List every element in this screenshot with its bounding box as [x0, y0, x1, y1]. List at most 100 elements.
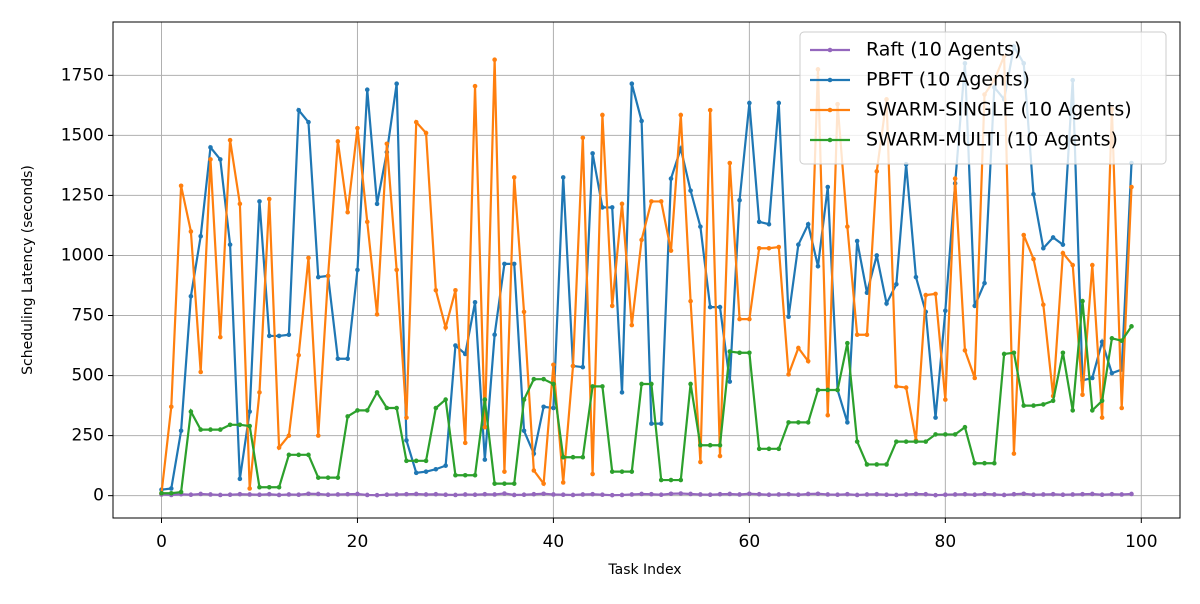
- data-point: [580, 135, 586, 141]
- data-point: [482, 397, 488, 402]
- data-point: [776, 244, 782, 250]
- data-point: [835, 387, 840, 393]
- data-point: [688, 491, 693, 497]
- data-point: [315, 433, 321, 438]
- legend-label: SWARM-SINGLE (10 Agents): [866, 99, 1132, 121]
- data-point: [580, 454, 586, 460]
- data-point: [717, 304, 723, 310]
- data-point: [825, 387, 831, 393]
- y-tick-label: 1500: [61, 125, 104, 145]
- data-point: [1109, 370, 1115, 376]
- data-point: [649, 421, 654, 426]
- data-point: [168, 490, 174, 496]
- data-point: [796, 345, 801, 351]
- data-point: [747, 316, 752, 322]
- data-point: [1031, 256, 1036, 262]
- data-point: [492, 57, 497, 63]
- data-point: [453, 287, 458, 293]
- data-point: [894, 281, 899, 287]
- data-point: [502, 261, 507, 267]
- data-point: [423, 492, 429, 497]
- y-tick-label: 1000: [61, 245, 104, 265]
- data-point: [1109, 491, 1115, 497]
- legend-label: SWARM-MULTI (10 Agents): [866, 129, 1118, 151]
- data-point: [531, 491, 537, 497]
- data-point: [805, 221, 811, 227]
- data-point: [404, 415, 409, 420]
- data-point: [825, 492, 831, 497]
- data-point: [374, 201, 380, 207]
- data-point: [776, 446, 782, 452]
- data-point: [747, 491, 752, 497]
- data-point: [178, 489, 184, 495]
- data-point: [482, 491, 488, 497]
- data-point: [727, 379, 733, 384]
- legend-label: Raft (10 Agents): [866, 39, 1021, 61]
- data-point: [1011, 451, 1017, 456]
- data-point: [943, 397, 948, 402]
- data-point: [168, 486, 174, 491]
- data-point: [521, 397, 527, 402]
- data-point: [1090, 408, 1095, 413]
- data-point: [766, 221, 772, 227]
- data-point: [639, 237, 644, 243]
- data-point: [257, 199, 262, 204]
- data-point: [1021, 491, 1027, 497]
- data-point: [913, 274, 919, 280]
- data-point: [1090, 262, 1095, 268]
- legend-marker: [827, 107, 833, 113]
- data-point: [727, 160, 733, 166]
- data-point: [982, 491, 987, 497]
- data-point: [854, 439, 860, 444]
- data-point: [345, 209, 350, 215]
- data-point: [423, 130, 429, 136]
- legend-label: PBFT (10 Agents): [866, 69, 1030, 91]
- data-point: [698, 492, 703, 497]
- data-point: [266, 333, 272, 339]
- data-point: [737, 492, 742, 497]
- data-point: [1041, 302, 1046, 308]
- data-point: [404, 491, 409, 497]
- plot-frame: [112, 21, 1181, 519]
- data-point: [364, 408, 370, 413]
- data-point: [266, 484, 272, 490]
- data-point: [315, 491, 321, 497]
- data-point: [306, 452, 311, 458]
- data-point: [1011, 491, 1017, 497]
- data-point: [1099, 415, 1105, 420]
- data-point: [590, 151, 595, 156]
- x-tick-label: 0: [156, 532, 167, 552]
- data-point: [756, 491, 762, 497]
- data-point: [845, 491, 850, 497]
- data-point: [374, 390, 380, 395]
- data-point: [786, 491, 791, 497]
- data-point: [560, 454, 566, 460]
- data-point: [178, 183, 184, 189]
- data-point: [580, 364, 586, 370]
- data-point: [962, 491, 968, 497]
- data-point: [698, 442, 703, 448]
- data-point: [492, 481, 497, 486]
- data-point: [413, 491, 419, 497]
- data-point: [952, 432, 958, 437]
- data-point: [472, 300, 478, 305]
- data-point: [923, 439, 929, 444]
- data-point: [198, 369, 203, 375]
- data-point: [786, 372, 791, 377]
- data-point: [276, 492, 282, 498]
- data-point: [1070, 262, 1076, 268]
- data-point: [923, 292, 929, 298]
- data-point: [933, 415, 938, 420]
- data-point: [502, 491, 507, 496]
- data-point: [335, 475, 341, 480]
- data-point: [943, 432, 948, 437]
- data-point: [217, 492, 223, 498]
- data-point: [629, 469, 635, 474]
- data-point: [923, 491, 929, 497]
- data-point: [864, 462, 870, 467]
- data-point: [335, 492, 341, 497]
- data-point: [913, 439, 919, 444]
- data-point: [1041, 402, 1046, 407]
- data-point: [276, 484, 282, 490]
